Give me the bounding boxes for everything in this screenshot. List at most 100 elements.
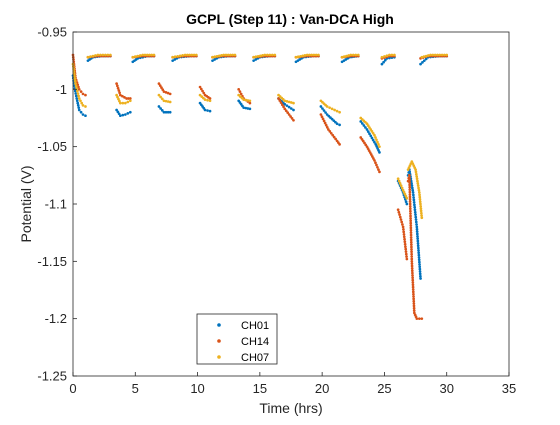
legend-label-ch14: CH14 [241, 336, 269, 348]
data-point [208, 97, 212, 100]
data-point [158, 84, 162, 87]
data-point [412, 302, 416, 305]
data-point [280, 103, 284, 107]
data-point [178, 54, 182, 58]
data-point [73, 77, 77, 81]
data-point [289, 115, 292, 118]
data-point [390, 53, 394, 57]
data-point [248, 99, 252, 103]
data-point [73, 89, 77, 93]
data-point [123, 96, 126, 99]
data-point [285, 100, 289, 103]
data-point [411, 281, 415, 284]
data-point [409, 240, 413, 244]
data-point [127, 97, 130, 100]
data-point [409, 231, 413, 235]
data-point [164, 99, 168, 103]
data-point [292, 118, 295, 122]
data-point [244, 98, 248, 102]
data-point [106, 53, 110, 57]
data-point [164, 110, 168, 114]
data-point [370, 136, 374, 140]
data-point [417, 186, 420, 190]
data-point [211, 55, 214, 59]
data-point [373, 140, 376, 144]
data-point [80, 101, 84, 105]
data-point [418, 193, 421, 197]
data-point [330, 107, 334, 111]
data-point [424, 54, 428, 58]
data-point [388, 53, 391, 57]
data-point [229, 53, 232, 57]
data-point [109, 53, 112, 57]
x-axis-title: Time (hrs) [259, 400, 322, 416]
data-point [408, 185, 412, 189]
data-point [408, 205, 412, 208]
x-axis-ticks: 0 5 10 15 20 25 30 35 [69, 372, 516, 396]
data-point [418, 267, 422, 271]
data-point [380, 62, 384, 66]
data-point [411, 276, 414, 280]
data-point [410, 262, 414, 266]
data-point [413, 166, 416, 169]
data-point [415, 177, 419, 181]
data-point [373, 133, 376, 137]
data-point [410, 243, 413, 246]
data-point [305, 53, 309, 57]
data-point [123, 101, 127, 105]
data-point [159, 95, 162, 99]
data-point [365, 122, 369, 126]
data-point [162, 99, 166, 103]
data-point [199, 87, 203, 91]
data-point [252, 59, 255, 63]
data-point [414, 215, 418, 219]
data-point [410, 269, 414, 273]
data-point [416, 184, 420, 187]
data-point [290, 117, 294, 120]
data-point [299, 54, 302, 58]
data-point [438, 53, 442, 57]
data-point [201, 89, 204, 93]
data-point [403, 192, 407, 196]
data-point [173, 58, 177, 61]
data-point [254, 55, 258, 59]
data-point [168, 100, 172, 104]
data-point [410, 250, 413, 254]
data-point [393, 53, 396, 57]
data-point [368, 151, 372, 154]
data-point [125, 97, 128, 100]
data-point [398, 213, 401, 216]
data-point [408, 195, 412, 199]
data-point [338, 110, 341, 114]
data-point [116, 84, 119, 88]
data-point [246, 99, 250, 102]
data-point [364, 126, 367, 129]
data-point [366, 147, 370, 150]
data-point [368, 126, 371, 129]
data-point [286, 111, 290, 114]
data-point [416, 237, 420, 241]
data-point [203, 108, 207, 112]
data-point [408, 170, 412, 174]
data-point [403, 237, 406, 241]
data-point [400, 186, 404, 190]
data-point [409, 224, 413, 227]
data-point [118, 99, 121, 103]
data-point [408, 181, 411, 184]
data-point [368, 132, 371, 136]
legend-label-ch01: CH01 [241, 320, 269, 332]
data-point [412, 299, 416, 303]
data-point [374, 161, 377, 165]
data-point [417, 253, 421, 257]
data-point [426, 54, 430, 57]
plot-area [73, 32, 509, 376]
data-point [410, 257, 414, 261]
data-point [279, 101, 283, 104]
data-point [415, 223, 418, 226]
data-point [410, 248, 413, 251]
data-point [416, 242, 420, 245]
data-point [150, 53, 154, 57]
data-point [138, 54, 142, 57]
data-point [378, 145, 381, 149]
data-point [445, 53, 449, 57]
